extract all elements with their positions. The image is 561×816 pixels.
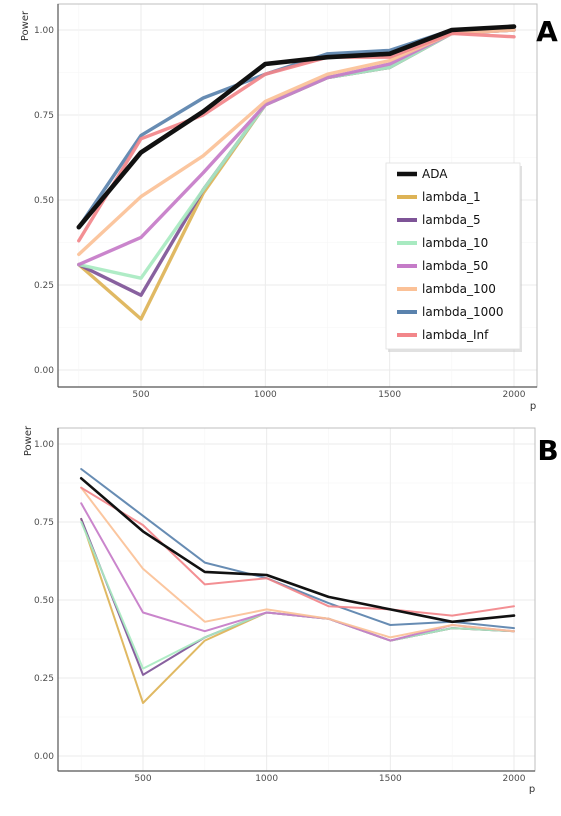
y-tick-label: 1.00	[34, 440, 54, 450]
panel-letter: B	[537, 434, 558, 467]
y-axis-title: Power	[20, 10, 31, 41]
y-tick-label: 0.50	[34, 596, 54, 606]
panel-letter: A	[536, 15, 558, 48]
series-line-lambda-1000	[80, 468, 515, 630]
x-axis-title: p	[529, 784, 535, 795]
x-tick-label: 2000	[503, 774, 526, 784]
x-tick-label: 500	[134, 774, 151, 784]
legend-box	[385, 162, 521, 350]
series-line-ada	[76, 24, 517, 230]
y-tick-label: 0.75	[34, 518, 54, 528]
series-line-ada	[79, 476, 516, 624]
panel-b: 0.00 0.25 0.50 0.75 1.00 500 1000 1500 2000 Power…	[23, 425, 559, 795]
y-tick-label: 0.75	[34, 111, 54, 121]
legend-label: lambda_5	[422, 213, 481, 227]
x-tick-label: 1000	[254, 390, 277, 400]
x-tick-label: 500	[132, 390, 149, 400]
series-line-lambda-inf	[77, 31, 516, 243]
x-tick-label: 2000	[503, 390, 526, 400]
series-line-lambda-inf	[80, 486, 515, 617]
y-tick-label: 0.25	[34, 674, 54, 684]
y-tick-label: 0.50	[34, 196, 54, 206]
y-tick-label: 0.00	[34, 366, 54, 376]
legend-label: lambda_1000	[422, 305, 504, 319]
y-tick-label: 0.00	[34, 752, 54, 762]
legend-label: lambda_1	[422, 190, 481, 204]
y-axis-title: Power	[23, 425, 34, 456]
y-tick-label: 0.25	[34, 281, 54, 291]
x-tick-label: 1500	[379, 774, 402, 784]
y-tick-label: 1.00	[34, 26, 54, 36]
legend-label: lambda_Inf	[422, 328, 489, 342]
x-axis-title: p	[530, 401, 536, 412]
legend-label: ADA	[422, 167, 448, 181]
legend-label: lambda_50	[422, 259, 488, 273]
legend-label: lambda_10	[422, 236, 488, 250]
x-tick-label: 1500	[378, 390, 401, 400]
legend-label: lambda_100	[422, 282, 496, 296]
x-tick-label: 1000	[255, 774, 278, 784]
legend: ADA lambda_1 lambda_5 lambda_10 lambda_50lam…	[385, 162, 522, 352]
series-line-lambda-100	[80, 486, 515, 639]
